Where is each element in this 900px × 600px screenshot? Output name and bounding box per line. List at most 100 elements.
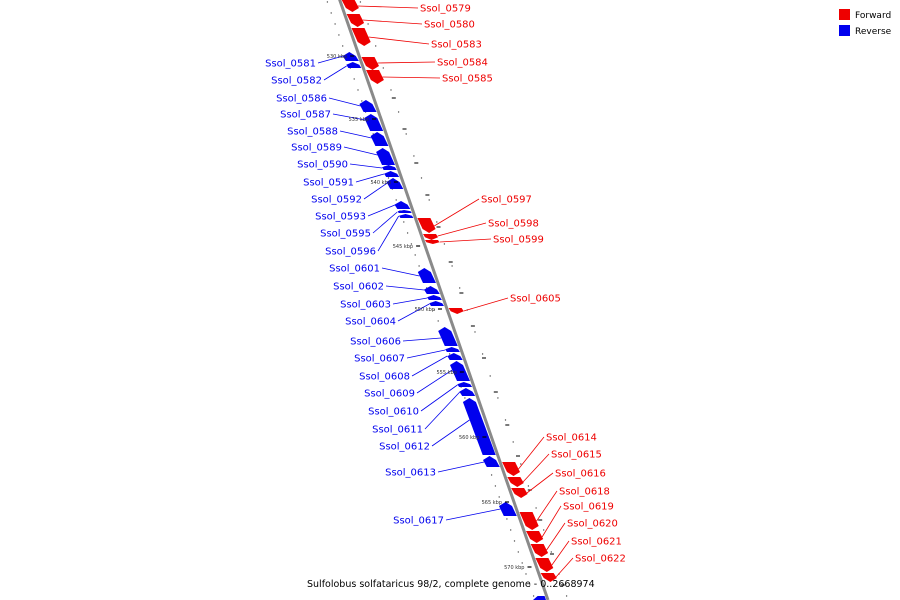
gene-label-ssol-0581[interactable]: Ssol_0581 — [265, 59, 316, 70]
gene-ssol-0609[interactable] — [450, 361, 470, 381]
position-dot — [513, 540, 516, 542]
gene-label-ssol-0614[interactable]: Ssol_0614 — [546, 433, 597, 444]
gene-label-ssol-0589[interactable]: Ssol_0589 — [291, 143, 342, 154]
gene-ssol-0599[interactable] — [425, 240, 440, 244]
gene-label-ssol-0606[interactable]: Ssol_0606 — [350, 337, 401, 348]
gene-ssol-0589[interactable] — [376, 148, 395, 165]
gene-partial[interactable] — [533, 596, 546, 600]
gene-label-ssol-0584[interactable]: Ssol_0584 — [437, 58, 488, 69]
gene-ssol-0607[interactable] — [445, 347, 460, 352]
gene-ssol-0587[interactable] — [364, 114, 384, 131]
gene-label-ssol-0615[interactable]: Ssol_0615 — [551, 450, 602, 461]
gene-label-ssol-0601[interactable]: Ssol_0601 — [329, 264, 380, 275]
gene-label-ssol-0595[interactable]: Ssol_0595 — [320, 229, 371, 240]
gene-ssol-0619[interactable] — [526, 531, 544, 543]
gene-ssol-0604[interactable] — [429, 301, 444, 306]
gene-ssol-0588[interactable] — [370, 132, 389, 146]
gene-ssol-0622[interactable] — [540, 573, 557, 582]
gene-ssol-0612[interactable] — [462, 398, 496, 455]
gene-ssol-0584[interactable] — [361, 57, 380, 70]
gene-ssol-0580[interactable] — [346, 14, 365, 27]
gene-ssol-0615[interactable] — [507, 477, 524, 487]
position-dot — [525, 573, 527, 575]
gene-label-ssol-0598[interactable]: Ssol_0598 — [488, 219, 539, 230]
gene-label-ssol-0596[interactable]: Ssol_0596 — [325, 247, 376, 258]
position-dot — [490, 474, 493, 476]
gene-label-ssol-0587[interactable]: Ssol_0587 — [280, 110, 331, 121]
gene-label-ssol-0617[interactable]: Ssol_0617 — [393, 516, 444, 527]
gene-ssol-0605[interactable] — [448, 308, 464, 314]
gene-label-ssol-0621[interactable]: Ssol_0621 — [571, 537, 622, 548]
gene-labels: Ssol_0579 Ssol_0580 Ssol_0583 Ssol_0584 Ssol… — [265, 4, 626, 565]
gene-label-ssol-0593[interactable]: Ssol_0593 — [315, 212, 366, 223]
gene-label-ssol-0618[interactable]: Ssol_0618 — [559, 487, 610, 498]
gene-label-ssol-0579[interactable]: Ssol_0579 — [420, 4, 471, 15]
leader-ssol-0589 — [343, 146, 378, 156]
gene-label-ssol-0602[interactable]: Ssol_0602 — [333, 282, 384, 293]
gene-label-ssol-0586[interactable]: Ssol_0586 — [276, 94, 327, 105]
gene-ssol-0601[interactable] — [417, 268, 436, 283]
gene-ssol-0602[interactable] — [424, 286, 440, 294]
gene-label-ssol-0619[interactable]: Ssol_0619 — [563, 502, 614, 513]
position-dot — [418, 265, 420, 267]
gene-label-ssol-0599[interactable]: Ssol_0599 — [493, 235, 544, 246]
gene-ssol-0603[interactable] — [427, 295, 442, 300]
gene-ssol-0596[interactable] — [399, 214, 414, 218]
gene-label-ssol-0585[interactable]: Ssol_0585 — [442, 74, 493, 85]
gene-ssol-0610[interactable] — [457, 382, 473, 387]
gene-ssol-0593[interactable] — [394, 201, 411, 209]
gene-label-ssol-0608[interactable]: Ssol_0608 — [359, 372, 410, 383]
tick-label: 555 kbp — [437, 370, 457, 376]
gene-label-ssol-0616[interactable]: Ssol_0616 — [555, 469, 606, 480]
position-dot — [413, 155, 415, 157]
gene-label-ssol-0597[interactable]: Ssol_0597 — [481, 195, 532, 206]
leader-ssol-0603 — [392, 297, 428, 305]
gene-label-ssol-0604[interactable]: Ssol_0604 — [345, 317, 396, 328]
gene-ssol-0620[interactable] — [530, 544, 549, 557]
gene-label-ssol-0613[interactable]: Ssol_0613 — [385, 468, 436, 479]
gene-ssol-0586[interactable] — [359, 100, 377, 112]
gene-label-ssol-0592[interactable]: Ssol_0592 — [311, 195, 362, 206]
position-dot — [517, 551, 519, 553]
gene-label-ssol-0590[interactable]: Ssol_0590 — [297, 160, 348, 171]
position-dot — [494, 485, 497, 487]
gene-ssol-0585[interactable] — [366, 70, 384, 84]
gene-ssol-0621[interactable] — [535, 558, 554, 572]
gene-label-ssol-0620[interactable]: Ssol_0620 — [567, 519, 618, 530]
gene-ssol-0598[interactable] — [423, 234, 438, 240]
gene-ssol-0618[interactable] — [519, 512, 539, 530]
gene-label-ssol-0609[interactable]: Ssol_0609 — [364, 389, 415, 400]
gene-label-ssol-0607[interactable]: Ssol_0607 — [354, 354, 405, 365]
gene-label-ssol-0603[interactable]: Ssol_0603 — [340, 300, 391, 311]
gene-ssol-0614[interactable] — [502, 462, 520, 476]
leader-ssol-0622 — [555, 557, 574, 578]
gene-ssol-0595[interactable] — [397, 210, 412, 213]
gene-ssol-0608[interactable] — [447, 353, 463, 360]
leader-ssol-0592 — [363, 182, 388, 200]
gene-label-ssol-0583[interactable]: Ssol_0583 — [431, 40, 482, 51]
gene-ssol-0617[interactable] — [499, 502, 517, 516]
gene-ssol-0590[interactable] — [382, 165, 397, 170]
gene-label-ssol-0611[interactable]: Ssol_0611 — [372, 425, 423, 436]
gene-label-ssol-0612[interactable]: Ssol_0612 — [379, 442, 430, 453]
gene-ssol-0579[interactable] — [341, 0, 359, 12]
gene-label-ssol-0588[interactable]: Ssol_0588 — [287, 127, 338, 138]
gene-label-ssol-0605[interactable]: Ssol_0605 — [510, 294, 561, 305]
gene-label-ssol-0591[interactable]: Ssol_0591 — [303, 178, 354, 189]
gene-ssol-0583[interactable] — [351, 28, 371, 46]
leader-ssol-0590 — [349, 163, 383, 169]
gene-ssol-0592[interactable] — [386, 178, 404, 189]
gene-label-ssol-0610[interactable]: Ssol_0610 — [368, 407, 419, 418]
gene-label-ssol-0622[interactable]: Ssol_0622 — [575, 554, 626, 565]
gene-ssol-0616[interactable] — [511, 488, 528, 498]
gene-label-ssol-0580[interactable]: Ssol_0580 — [424, 20, 475, 31]
leader-ssol-0585 — [382, 76, 441, 79]
gene-ssol-0591[interactable] — [384, 171, 400, 177]
gene-ssol-0611[interactable] — [459, 388, 476, 396]
gene-ssol-0613[interactable] — [483, 456, 500, 467]
gene-ssol-0582[interactable] — [346, 62, 362, 68]
gene-ssol-0597[interactable] — [417, 218, 436, 233]
gene-label-ssol-0582[interactable]: Ssol_0582 — [271, 76, 322, 87]
gene-ssol-0606[interactable] — [438, 327, 458, 346]
legend-forward-label: Forward — [855, 11, 891, 21]
